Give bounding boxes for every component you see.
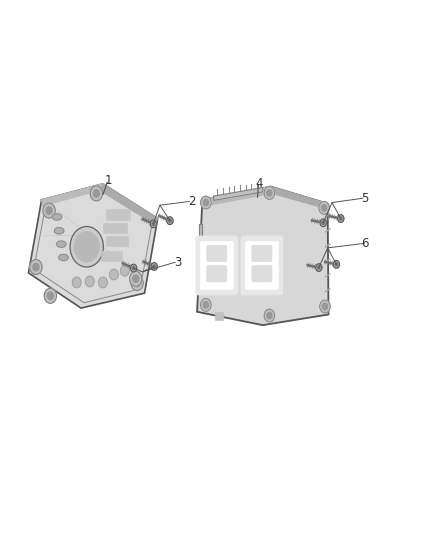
Circle shape	[319, 201, 329, 214]
Bar	[215, 312, 223, 320]
Text: 5: 5	[361, 192, 368, 205]
Ellipse shape	[54, 228, 64, 234]
Bar	[101, 251, 122, 261]
Circle shape	[153, 265, 155, 268]
Circle shape	[322, 303, 328, 310]
Circle shape	[134, 279, 140, 287]
Circle shape	[70, 227, 103, 267]
Circle shape	[47, 292, 53, 300]
FancyBboxPatch shape	[241, 236, 283, 295]
FancyBboxPatch shape	[245, 241, 279, 289]
Circle shape	[90, 186, 102, 201]
Circle shape	[93, 190, 99, 197]
Text: 2: 2	[187, 195, 195, 208]
Circle shape	[99, 277, 107, 288]
Polygon shape	[100, 184, 158, 224]
Circle shape	[322, 221, 325, 224]
Bar	[106, 209, 131, 220]
Circle shape	[72, 277, 81, 288]
Circle shape	[74, 232, 99, 262]
Circle shape	[110, 269, 118, 280]
Circle shape	[335, 263, 338, 266]
Polygon shape	[197, 187, 328, 325]
Circle shape	[338, 215, 344, 222]
Circle shape	[169, 219, 171, 222]
FancyBboxPatch shape	[196, 236, 237, 295]
Circle shape	[267, 190, 272, 196]
Circle shape	[321, 205, 327, 211]
FancyBboxPatch shape	[252, 245, 272, 262]
Polygon shape	[42, 184, 103, 206]
Circle shape	[203, 199, 208, 206]
Circle shape	[131, 276, 143, 290]
Circle shape	[132, 266, 135, 270]
Circle shape	[203, 302, 208, 308]
Circle shape	[201, 298, 211, 311]
Polygon shape	[28, 184, 158, 308]
FancyBboxPatch shape	[207, 245, 227, 262]
Ellipse shape	[52, 214, 62, 220]
Circle shape	[264, 187, 275, 199]
Text: 6: 6	[361, 237, 369, 250]
Circle shape	[33, 263, 39, 271]
FancyBboxPatch shape	[207, 265, 227, 282]
Circle shape	[131, 264, 137, 272]
Circle shape	[44, 288, 57, 303]
Bar	[106, 236, 128, 246]
Circle shape	[333, 261, 339, 268]
Circle shape	[267, 312, 272, 319]
Polygon shape	[214, 188, 263, 200]
Text: 1: 1	[105, 174, 113, 187]
Circle shape	[320, 219, 326, 227]
Polygon shape	[202, 187, 271, 206]
Circle shape	[318, 266, 320, 269]
Circle shape	[120, 265, 129, 276]
Circle shape	[167, 217, 173, 224]
Circle shape	[43, 203, 55, 218]
Polygon shape	[271, 187, 328, 209]
Circle shape	[201, 196, 211, 209]
Circle shape	[316, 264, 322, 271]
Circle shape	[150, 220, 156, 228]
FancyBboxPatch shape	[252, 265, 272, 282]
Ellipse shape	[59, 254, 68, 261]
Bar	[102, 223, 127, 233]
Text: 3: 3	[174, 256, 181, 269]
Ellipse shape	[57, 241, 66, 247]
Circle shape	[320, 300, 330, 313]
Circle shape	[339, 217, 342, 220]
Circle shape	[30, 260, 42, 274]
Circle shape	[130, 271, 142, 286]
Polygon shape	[199, 224, 202, 256]
FancyBboxPatch shape	[201, 241, 233, 289]
Circle shape	[85, 276, 94, 287]
Circle shape	[46, 207, 52, 214]
Circle shape	[152, 222, 155, 225]
Circle shape	[264, 309, 275, 322]
Circle shape	[133, 275, 139, 282]
Circle shape	[151, 263, 157, 270]
Text: 4: 4	[255, 177, 263, 190]
